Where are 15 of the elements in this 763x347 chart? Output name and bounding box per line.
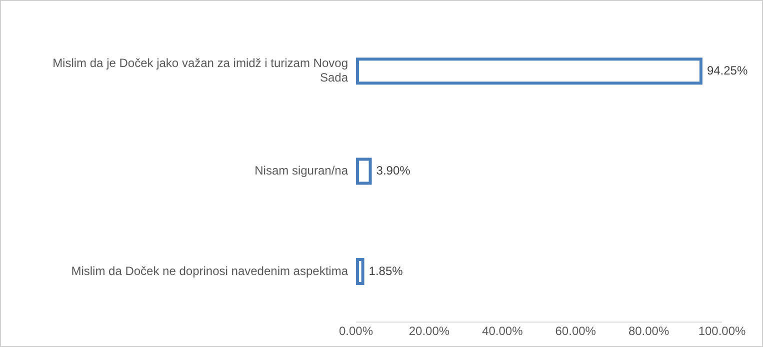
x-tick-label: 40.00% xyxy=(482,324,524,338)
x-tick-label: 0.00% xyxy=(338,324,374,338)
bar xyxy=(356,58,702,85)
data-label: 1.85% xyxy=(368,264,404,278)
data-label: 3.90% xyxy=(376,164,411,178)
y-tick-label: Nisam siguran/na xyxy=(254,164,348,178)
x-tick-label: 20.00% xyxy=(408,324,450,338)
bar xyxy=(356,258,364,285)
x-tick-label: 80.00% xyxy=(628,324,670,338)
y-tick-label: Mislim da Doček ne doprinosi navedenim aspektima xyxy=(71,264,348,278)
data-label: 94.25% xyxy=(706,63,748,78)
x-tick-label: 100.00% xyxy=(698,324,746,338)
x-tick-label: 60.00% xyxy=(555,324,596,338)
bar xyxy=(356,158,372,185)
y-tick-label: Mislim da je Doček jako važan za imidž i turizam Novog Sada xyxy=(52,56,348,85)
